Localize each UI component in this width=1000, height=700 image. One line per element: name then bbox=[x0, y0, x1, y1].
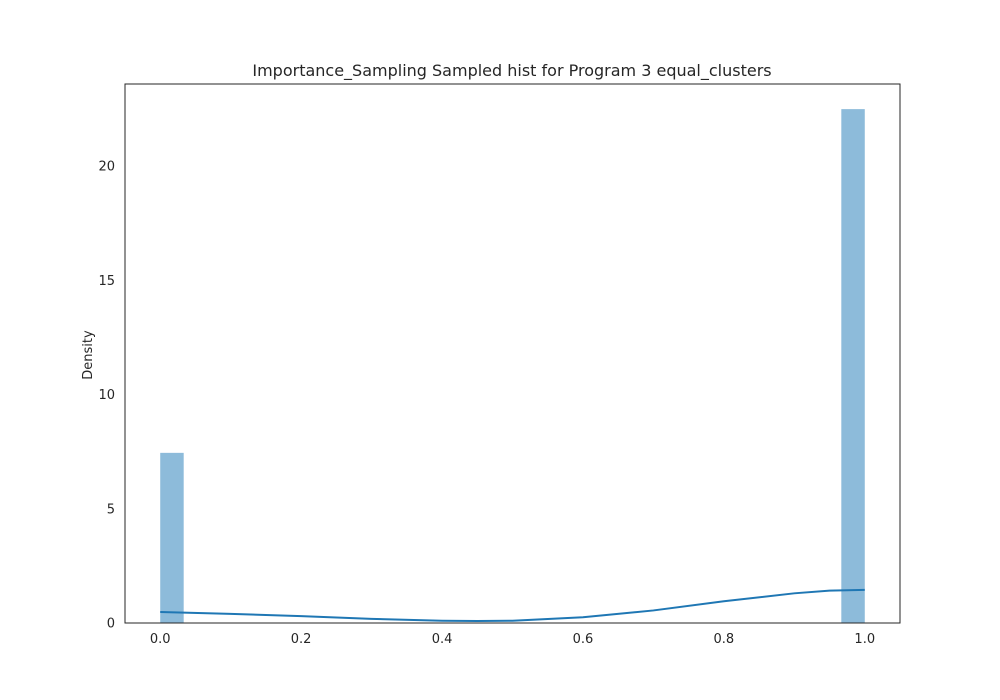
y-axis-label: Density bbox=[81, 330, 96, 380]
x-axis-ticks: 0.0 0.2 0.4 0.6 0.8 1.0 bbox=[150, 632, 875, 647]
plot-frame bbox=[124, 83, 901, 624]
x-tick-label: 0.8 bbox=[714, 632, 735, 647]
chart-title: Importance_Sampling Sampled hist for Pro… bbox=[252, 61, 771, 81]
histogram-bars bbox=[160, 109, 865, 624]
histogram-bar-0 bbox=[160, 452, 184, 623]
kde-curve bbox=[160, 588, 865, 622]
x-tick-label: 0.6 bbox=[573, 632, 594, 647]
x-tick-label: 0.0 bbox=[150, 632, 171, 647]
y-tick-label: 15 bbox=[98, 274, 115, 289]
x-tick-label: 0.4 bbox=[432, 632, 453, 647]
y-tick-label: 10 bbox=[98, 388, 115, 403]
y-tick-label: 20 bbox=[98, 160, 115, 175]
y-tick-label: 5 bbox=[107, 502, 115, 517]
x-tick-label: 1.0 bbox=[854, 632, 875, 647]
histogram-bar-1 bbox=[841, 109, 865, 624]
y-tick-label: 0 bbox=[107, 617, 115, 632]
x-tick-label: 0.2 bbox=[291, 632, 312, 647]
y-axis-ticks: 0 5 10 15 20 bbox=[98, 160, 115, 632]
